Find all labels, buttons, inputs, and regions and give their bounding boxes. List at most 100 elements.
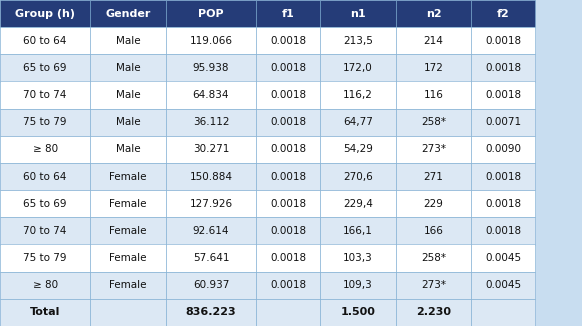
Text: 271: 271 [424,171,443,182]
Text: 103,3: 103,3 [343,253,373,263]
Bar [90,109,166,136]
Bar [166,190,256,217]
Bar [396,299,471,326]
Bar [256,82,320,109]
Bar [0,163,90,190]
Bar [90,163,166,190]
Text: 0.0018: 0.0018 [270,226,306,236]
Text: 258*: 258* [421,117,446,127]
Text: 270,6: 270,6 [343,171,373,182]
Bar [256,27,320,54]
Text: 0.0090: 0.0090 [485,144,521,155]
Bar [471,136,535,163]
Text: 65 to 69: 65 to 69 [23,199,67,209]
Text: 166,1: 166,1 [343,226,373,236]
Text: 95.938: 95.938 [193,63,229,73]
Text: Female: Female [109,253,147,263]
Bar [256,190,320,217]
Text: 273*: 273* [421,144,446,155]
Bar [471,217,535,244]
Text: Female: Female [109,280,147,290]
Bar [320,217,396,244]
Bar [396,136,471,163]
Text: 273*: 273* [421,280,446,290]
Bar [166,244,256,272]
Bar [471,27,535,54]
Bar [396,272,471,299]
Text: 0.0018: 0.0018 [485,63,521,73]
Text: 92.614: 92.614 [193,226,229,236]
Bar [471,54,535,82]
Text: 0.0018: 0.0018 [485,171,521,182]
Bar [320,163,396,190]
Text: 172,0: 172,0 [343,63,373,73]
Bar [396,190,471,217]
Text: n2: n2 [426,8,441,19]
Text: 0.0018: 0.0018 [270,63,306,73]
Bar [320,54,396,82]
Text: 64,77: 64,77 [343,117,373,127]
Bar [0,190,90,217]
Bar [471,163,535,190]
Text: 166: 166 [424,226,443,236]
Bar [471,299,535,326]
Bar [0,27,90,54]
Bar [396,217,471,244]
Text: 57.641: 57.641 [193,253,229,263]
Bar [256,0,320,27]
Bar [166,0,256,27]
Bar [256,163,320,190]
Bar [471,244,535,272]
Text: 150.884: 150.884 [190,171,232,182]
Text: 70 to 74: 70 to 74 [23,90,67,100]
Bar [0,136,90,163]
Bar [320,27,396,54]
Bar [166,272,256,299]
Text: 75 to 79: 75 to 79 [23,117,67,127]
Text: 0.0018: 0.0018 [270,117,306,127]
Text: 54,29: 54,29 [343,144,373,155]
Text: 229: 229 [424,199,443,209]
Bar [396,163,471,190]
Bar [90,136,166,163]
Bar [166,163,256,190]
Bar [0,244,90,272]
Text: Male: Male [116,117,140,127]
Text: 70 to 74: 70 to 74 [23,226,67,236]
Text: 65 to 69: 65 to 69 [23,63,67,73]
Text: 258*: 258* [421,253,446,263]
Text: 0.0018: 0.0018 [270,253,306,263]
Bar [471,109,535,136]
Text: 0.0071: 0.0071 [485,117,521,127]
Bar [396,0,471,27]
Bar [166,109,256,136]
Text: 0.0018: 0.0018 [485,36,521,46]
Text: 836.223: 836.223 [186,307,236,318]
Text: Female: Female [109,226,147,236]
Bar [396,244,471,272]
Text: 64.834: 64.834 [193,90,229,100]
Bar [320,136,396,163]
Bar [90,217,166,244]
Bar [396,54,471,82]
Text: 2.230: 2.230 [416,307,451,318]
Text: n1: n1 [350,8,365,19]
Bar [90,272,166,299]
Bar [90,0,166,27]
Bar [256,244,320,272]
Bar [0,272,90,299]
Bar [320,272,396,299]
Bar [256,54,320,82]
Text: Group (h): Group (h) [15,8,75,19]
Bar [166,54,256,82]
Text: 0.0018: 0.0018 [270,144,306,155]
Text: ≥ 80: ≥ 80 [33,280,58,290]
Bar [471,190,535,217]
Bar [166,217,256,244]
Text: 0.0045: 0.0045 [485,280,521,290]
Text: Male: Male [116,63,140,73]
Bar [471,82,535,109]
Bar [320,82,396,109]
Bar [320,0,396,27]
Text: Male: Male [116,144,140,155]
